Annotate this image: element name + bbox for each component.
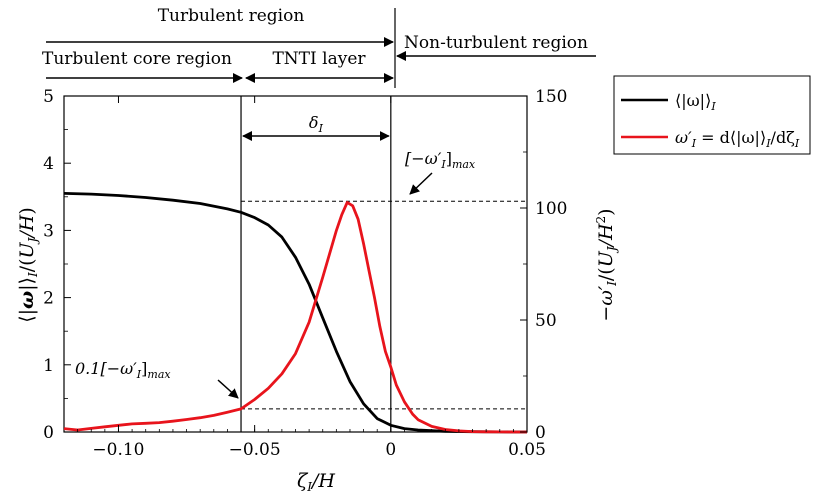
legend-label-vorticity: ⟨|ω|⟩I: [675, 91, 716, 113]
x-tick-label: −0.05: [229, 440, 281, 460]
tenth-max-label: 0.1[−ω′I]max: [75, 359, 171, 381]
legend: ⟨|ω|⟩I ω′I = d⟨|ω|⟩I/dζI: [613, 75, 811, 155]
tenth-max-arrow: [217, 379, 239, 399]
reference-lines: [241, 200, 527, 410]
data-series: [63, 192, 528, 434]
max-arrow: [409, 172, 433, 195]
x-tick-label: 0.05: [508, 440, 546, 460]
y-tick-label: 1: [43, 356, 54, 376]
series-derivative-line: [63, 200, 527, 434]
delta-label: δI: [309, 113, 324, 135]
x-tick-label: −0.10: [92, 440, 144, 460]
region-annotations: Turbulent region Non-turbulent region Tu…: [42, 6, 596, 88]
y2-axis-label: −ω′I/(UJ/H2): [594, 208, 619, 321]
y-tick-label: 0: [43, 423, 54, 443]
max-label: [−ω′I]max: [405, 149, 476, 171]
y-tick-label: 3: [43, 221, 54, 241]
layer-boundaries: [240, 96, 392, 432]
y-tick-label: 2: [43, 289, 54, 309]
y2-tick-label: 50: [535, 311, 557, 331]
tnti-layer-label: TNTI layer: [272, 49, 366, 69]
x-tick-label: 0: [385, 440, 396, 460]
max-annotation: [−ω′I]max: [405, 149, 476, 195]
delta-annotation: δI: [242, 113, 390, 141]
plot-frame: [63, 95, 528, 433]
y2-tick-label: 100: [535, 199, 567, 219]
y-axis-label: ⟨|ω|⟩I/(UJ/H): [16, 207, 40, 323]
x-axis-label: ζI/H: [297, 470, 335, 494]
series-vorticity-line: [63, 192, 528, 434]
legend-box: [613, 75, 811, 155]
turbulent-region-label: Turbulent region: [158, 6, 305, 26]
y-tick-label: 5: [43, 87, 54, 107]
y-tick-label: 4: [43, 154, 54, 174]
y2-tick-label: 0: [535, 423, 546, 443]
y2-tick-label: 150: [535, 87, 567, 107]
non-turbulent-region-label: Non-turbulent region: [404, 33, 588, 53]
turbulent-core-region-label: Turbulent core region: [42, 49, 232, 69]
legend-label-derivative: ω′I = d⟨|ω|⟩I/dζI: [675, 128, 800, 150]
tenth-max-annotation: 0.1[−ω′I]max: [75, 359, 239, 399]
